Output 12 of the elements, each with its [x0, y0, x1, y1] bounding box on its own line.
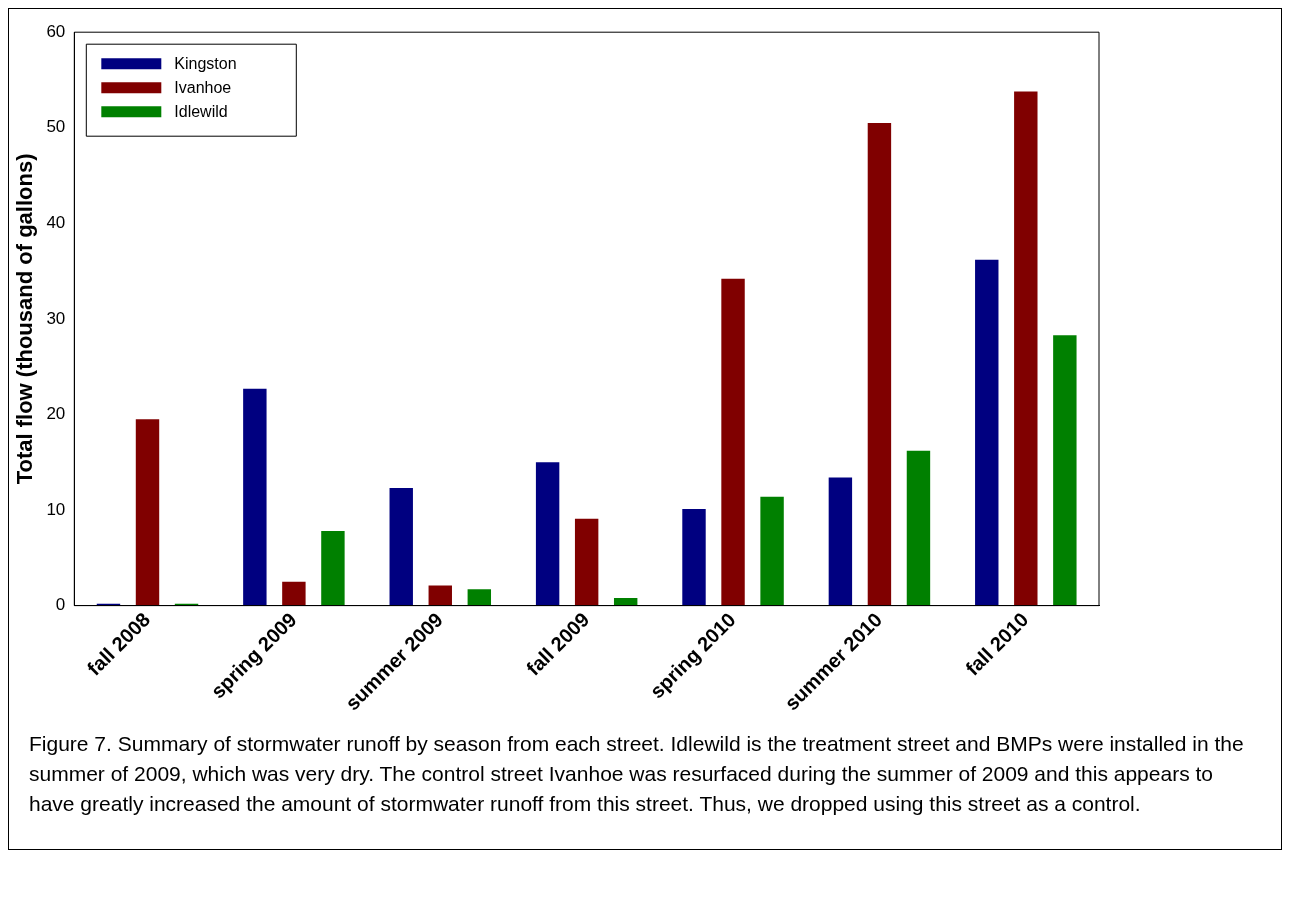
- caption: Figure 7. Summary of stormwater runoff by season from each street. Idlewild is the treatment street and BMPs were installed in the summer of 2009, which was very dry. The control street Ivanhoe was resurfaced during the summer of 2009 and this appears to have greatly increased the amount of stormwater runoff from this street. Thus, we dropped using this street as a control.: [29, 731, 1245, 817]
- y-tick-label: 20: [46, 404, 66, 424]
- y-tick-label: 40: [46, 213, 66, 233]
- y-tick-label: 50: [46, 117, 66, 137]
- legend-label: Idlewild: [174, 102, 228, 120]
- legend-label: Kingston: [174, 54, 237, 72]
- y-tick-label: 60: [46, 21, 66, 41]
- y-tick-label: 0: [55, 595, 66, 615]
- y-axis-title: Total flow (thousand of gallons): [12, 153, 38, 485]
- y-tick-label: 30: [46, 308, 66, 328]
- y-tick-label: 10: [46, 499, 66, 519]
- legend-label: Ivanhoe: [174, 78, 232, 96]
